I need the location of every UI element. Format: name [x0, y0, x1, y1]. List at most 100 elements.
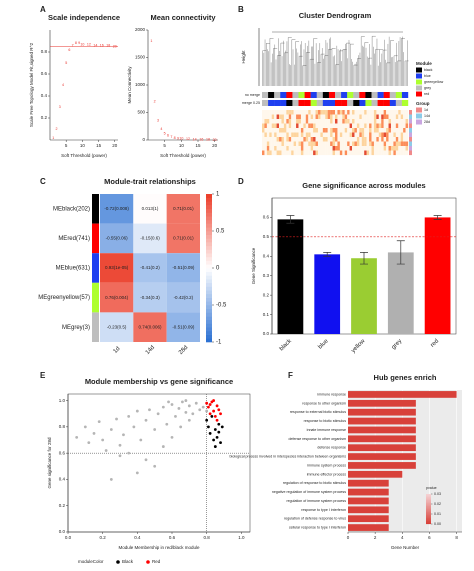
y-tick-label: 0.4 — [263, 253, 270, 258]
expression-cell — [354, 132, 357, 138]
y-tick-label: regulation of response to biotic stimulu… — [283, 481, 346, 485]
y-tick-label: 500 — [137, 110, 145, 115]
y-tick-label: 0 — [142, 137, 145, 142]
expression-cell — [313, 146, 316, 151]
colorbar-cell — [206, 305, 212, 309]
expression-cell — [288, 150, 292, 156]
expression-cell — [310, 123, 314, 129]
y-axis-label: Gene significance for 28d — [47, 437, 52, 489]
point — [217, 408, 221, 412]
expression-cell — [317, 119, 321, 124]
y-tick-label: 0.6 — [263, 215, 270, 220]
expression-cell — [381, 141, 384, 147]
y-tick-label: 2000 — [135, 27, 146, 32]
expression-cell — [330, 132, 333, 138]
expression-cell — [298, 110, 302, 115]
expression-cell — [286, 119, 289, 124]
colorbar-cell — [426, 510, 431, 513]
bar — [351, 258, 377, 334]
x-axis-label: Soft Threshold (power) — [61, 153, 107, 158]
expression-cell — [400, 146, 404, 151]
expression-cell — [276, 123, 280, 129]
point — [104, 449, 108, 452]
x-tick-label: 20 — [212, 143, 218, 148]
expression-cell — [308, 123, 311, 129]
expression-cell — [335, 132, 338, 138]
expression-cell — [293, 132, 297, 138]
expression-cell — [327, 123, 331, 129]
expression-cell — [398, 123, 401, 129]
y-tick-label: response to other organism — [302, 401, 346, 405]
colorbar-cell — [206, 194, 212, 198]
colorbar-cell — [206, 290, 212, 295]
expression-cell — [286, 141, 289, 147]
expression-cell — [369, 110, 372, 115]
point: 8 — [75, 41, 77, 45]
point — [194, 401, 198, 405]
expression-cell — [281, 128, 284, 133]
legend-swatch — [416, 79, 422, 85]
expression-cell — [386, 128, 389, 133]
expression-cell — [327, 119, 331, 124]
expression-cell — [291, 150, 294, 156]
expression-cell — [322, 114, 326, 120]
expression-cell — [320, 114, 323, 120]
module-color-bar — [280, 100, 287, 106]
point — [161, 445, 165, 448]
expression-cell — [390, 119, 394, 124]
expression-cell — [359, 137, 362, 142]
module-color-bar — [328, 92, 336, 98]
expression-cell — [354, 141, 357, 147]
expression-cell — [383, 114, 387, 120]
point — [207, 425, 210, 429]
expression-cell — [325, 114, 328, 120]
legend-swatch — [416, 73, 422, 79]
expression-cell — [344, 141, 348, 147]
expression-cell — [269, 114, 272, 120]
expression-cell — [298, 141, 302, 147]
point: 16 — [100, 43, 104, 47]
expression-cell — [335, 137, 338, 142]
panel-label: E — [40, 371, 46, 380]
cell-label: -0.41(0.2) — [140, 265, 160, 270]
expression-cell — [359, 123, 362, 129]
expression-cell — [286, 132, 289, 138]
expression-cell — [395, 141, 399, 147]
module-color-bar — [280, 92, 287, 98]
colorbar-cell — [206, 256, 212, 261]
expression-cell — [315, 128, 319, 133]
expression-cell — [271, 137, 275, 142]
expression-cell — [369, 123, 372, 129]
panel-label: D — [238, 177, 244, 186]
expression-cell — [342, 119, 345, 124]
expression-cell — [339, 141, 343, 147]
x-tick-label: 10 — [179, 143, 185, 148]
expression-cell — [403, 114, 406, 120]
expression-cell — [354, 114, 357, 120]
expression-cell — [279, 110, 282, 115]
expression-cell — [376, 132, 379, 138]
expression-cell — [320, 132, 323, 138]
colorbar-cell — [206, 338, 212, 343]
module-color-bar — [377, 92, 384, 98]
expression-cell — [356, 146, 360, 151]
expression-cell — [279, 123, 282, 129]
expression-cell — [395, 110, 399, 115]
expression-cell — [322, 123, 326, 129]
expression-cell — [398, 137, 401, 142]
expression-cell — [390, 150, 394, 156]
point — [215, 435, 219, 439]
heatmap-cell — [166, 253, 200, 283]
expression-cell — [393, 132, 396, 138]
x-axis-label: Gene Number — [391, 545, 420, 550]
module-color-bar — [335, 92, 342, 98]
expression-cell — [300, 146, 304, 151]
expression-cell — [349, 114, 353, 120]
y-tick-label: innate immune response — [307, 428, 346, 432]
expression-cell — [325, 128, 328, 133]
colorbar-label: 0.01 — [434, 512, 441, 516]
cell-label: -0.15(0.6) — [140, 236, 160, 241]
expression-cell — [271, 150, 275, 156]
expression-cell — [274, 110, 277, 115]
expression-cell — [283, 123, 287, 129]
